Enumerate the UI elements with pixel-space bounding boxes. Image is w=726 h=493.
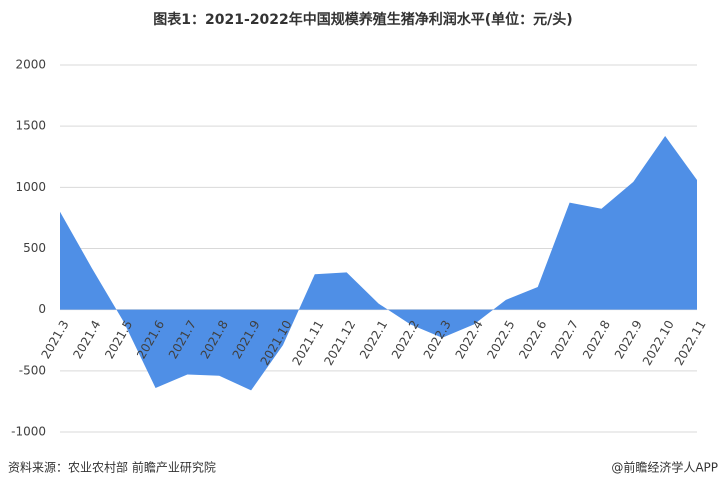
x-tick-label: 2022.6 [516, 318, 549, 361]
x-tick-label: 2021.5 [102, 318, 135, 361]
y-tick-label: 2000 [15, 58, 46, 72]
x-tick-label: 2022.11 [672, 318, 709, 368]
x-tick-label: 2022.1 [357, 318, 390, 361]
y-tick-label: -1000 [11, 425, 46, 439]
x-tick-label: 2022.8 [580, 318, 613, 361]
y-tick-label: -500 [19, 363, 46, 377]
y-tick-label: 0 [38, 302, 46, 316]
y-tick-label: 500 [23, 241, 46, 255]
x-tick-label: 2021.4 [70, 318, 103, 361]
x-tick-label: 2021.3 [39, 318, 72, 361]
y-tick-label: 1000 [15, 180, 46, 194]
source: 资料来源：农业农村部 前瞻产业研究院 [8, 460, 216, 475]
chart-title: 图表1：2021-2022年中国规模养殖生猪净利润水平(单位：元/头) [153, 11, 572, 28]
x-tick-label: 2021.12 [321, 318, 358, 368]
x-tick-label: 2022.5 [484, 318, 517, 361]
y-tick-label: 1500 [15, 119, 46, 133]
x-tick-label: 2022.7 [548, 318, 581, 361]
x-tick-label: 2022.2 [389, 318, 422, 361]
x-tick-label: 2022.9 [612, 318, 645, 361]
area [60, 135, 697, 391]
brand: @前瞻经济学人APP [611, 460, 718, 475]
